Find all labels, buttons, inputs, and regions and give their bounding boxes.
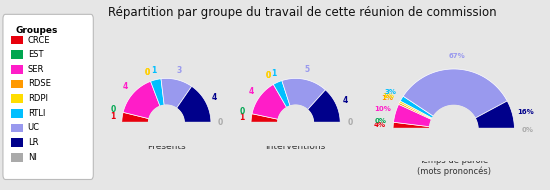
Text: 3: 3 — [177, 66, 182, 75]
Text: 67%: 67% — [449, 53, 465, 59]
Text: 0: 0 — [111, 105, 116, 115]
Text: 10%: 10% — [374, 106, 391, 112]
Text: 4: 4 — [123, 82, 128, 91]
Text: 0: 0 — [266, 71, 271, 80]
Polygon shape — [251, 122, 340, 146]
Text: 3%: 3% — [384, 89, 396, 95]
Text: Présents: Présents — [147, 142, 186, 151]
Bar — [12, 36, 23, 44]
Polygon shape — [475, 101, 514, 130]
Bar — [12, 65, 23, 74]
Text: 0: 0 — [348, 119, 353, 127]
Bar — [12, 109, 23, 118]
Text: NI: NI — [28, 153, 36, 162]
Bar — [12, 80, 23, 88]
Polygon shape — [393, 122, 430, 130]
Text: 4%: 4% — [374, 122, 386, 128]
Polygon shape — [122, 122, 211, 146]
Text: 0: 0 — [266, 71, 271, 80]
Polygon shape — [393, 128, 514, 161]
Text: RTLI: RTLI — [28, 109, 45, 118]
Polygon shape — [251, 114, 278, 123]
Text: 0: 0 — [145, 68, 150, 77]
Text: RDSE: RDSE — [28, 79, 51, 89]
Polygon shape — [307, 90, 340, 123]
Polygon shape — [403, 69, 507, 118]
Polygon shape — [273, 81, 290, 108]
Polygon shape — [123, 81, 160, 119]
Text: RDPI: RDPI — [28, 94, 48, 103]
Text: SER: SER — [28, 65, 44, 74]
Polygon shape — [400, 96, 433, 118]
Polygon shape — [148, 105, 184, 123]
Polygon shape — [161, 78, 192, 108]
Polygon shape — [278, 105, 314, 123]
Bar — [12, 138, 23, 147]
Text: Groupes: Groupes — [16, 26, 58, 35]
Polygon shape — [122, 112, 149, 123]
Text: 0: 0 — [145, 68, 150, 77]
Text: UC: UC — [28, 123, 40, 132]
Text: 4: 4 — [249, 86, 254, 96]
Text: Interventions: Interventions — [266, 142, 326, 151]
Bar — [12, 50, 23, 59]
Text: EST: EST — [28, 50, 43, 59]
Polygon shape — [151, 79, 164, 106]
Text: LR: LR — [28, 138, 38, 147]
Text: 1%: 1% — [382, 93, 394, 99]
Text: 1: 1 — [239, 113, 244, 122]
FancyBboxPatch shape — [3, 14, 94, 180]
Text: 4: 4 — [343, 96, 348, 105]
Text: CRCE: CRCE — [28, 36, 50, 44]
Bar — [12, 153, 23, 162]
Text: 1: 1 — [151, 66, 156, 75]
Polygon shape — [430, 105, 478, 130]
Text: 1: 1 — [271, 69, 276, 78]
Text: 4: 4 — [212, 93, 217, 102]
Polygon shape — [399, 103, 432, 120]
Text: 0%: 0% — [522, 127, 534, 133]
Text: 0: 0 — [240, 107, 245, 116]
Polygon shape — [252, 84, 287, 119]
Text: Répartition par groupe du travail de cette réunion de commission: Répartition par groupe du travail de cet… — [108, 6, 497, 19]
Polygon shape — [393, 104, 432, 127]
Text: 0: 0 — [218, 119, 223, 127]
Polygon shape — [399, 101, 432, 119]
Text: 16%: 16% — [517, 109, 534, 115]
Text: 0%: 0% — [374, 118, 386, 124]
Polygon shape — [177, 86, 211, 123]
Text: 5: 5 — [304, 65, 310, 74]
Bar — [12, 94, 23, 103]
Polygon shape — [282, 78, 326, 110]
Bar — [12, 124, 23, 132]
Text: 1: 1 — [110, 112, 115, 121]
Text: 1%: 1% — [381, 95, 393, 101]
Text: Temps de parole
(mots prononcés): Temps de parole (mots prononcés) — [417, 156, 491, 176]
